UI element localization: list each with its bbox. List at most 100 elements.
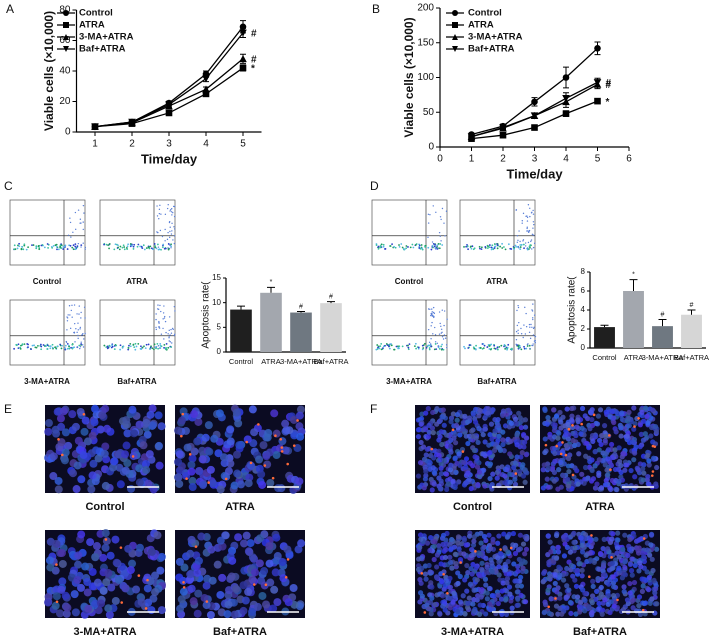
event-dot [155,326,157,329]
nucleus [499,611,505,617]
nucleus [617,458,623,465]
nucleus [619,410,625,416]
event-dot [496,244,499,246]
event-dot [173,305,176,308]
event-dot [170,233,173,235]
event-dot [393,245,396,248]
nucleus [603,477,609,484]
event-dot [134,342,137,345]
point [239,29,247,37]
nucleus [201,433,210,442]
event-dot [507,243,510,246]
event-dot [122,244,125,247]
event-dot [431,308,433,310]
event-dot [427,222,430,224]
nucleus [522,479,528,485]
tunel-dot [544,443,548,447]
nucleus [250,428,259,437]
nucleus [616,554,622,560]
nucleus [244,587,253,596]
event-dot [46,243,49,245]
nucleus [643,600,649,606]
event-dot [513,248,516,250]
event-dot [525,215,527,218]
error-bar [237,305,245,310]
event-dot [488,246,491,248]
event-dot [163,317,166,319]
nucleus [248,575,257,584]
event-dot [531,344,533,347]
tunel-dot [547,605,550,609]
nucleus [522,424,529,430]
nucleus [418,536,424,542]
nucleus [648,433,654,439]
event-dot [446,318,448,320]
nucleus [645,474,651,480]
nucleus [524,535,530,541]
event-dot [20,344,22,347]
y-tick-label: 5 [217,322,222,331]
error-bar [629,279,638,291]
nucleus [640,418,647,424]
nucleus [204,421,213,430]
event-dot [143,248,146,251]
nucleus [74,436,83,445]
nucleus [54,485,63,494]
event-dot [380,342,383,345]
event-dot [500,344,503,347]
nucleus [465,570,471,576]
event-dot [59,245,62,248]
event-dot [390,342,392,345]
event-dot [525,325,528,328]
nucleus [563,594,569,600]
event-dot [78,313,80,315]
annotation: * [270,279,273,286]
nucleus [266,478,275,487]
event-dot [114,243,117,246]
nucleus [518,574,524,580]
nucleus [589,600,595,606]
nucleus [87,485,96,494]
nucleus [194,589,203,598]
nucleus [460,420,467,426]
event-dot [532,334,535,336]
nucleus [647,600,653,606]
nucleus [574,594,581,600]
nucleus [253,602,262,611]
event-dot [169,230,171,233]
nucleus [417,590,424,596]
nucleus [552,580,558,587]
event-dot [80,244,83,247]
nucleus [77,530,86,539]
nucleus [481,533,488,540]
event-dot [63,347,66,350]
tunel-dot [474,550,477,553]
nucleus [237,480,246,489]
nucleus [255,559,264,568]
micrograph-label: 3-MA+ATRA [441,626,504,635]
nucleus [188,476,197,485]
nucleus [432,539,438,545]
event-dot [532,317,534,319]
annotation: # [690,302,694,309]
nucleus [208,576,217,585]
nucleus [101,442,110,451]
tunel-dot [280,446,284,449]
nucleus [226,437,235,446]
event-dot [382,345,385,348]
nucleus [449,565,455,571]
flow-label: 3-MA+ATRA [386,377,432,386]
event-dot [472,346,475,349]
nucleus [490,536,496,542]
nucleus [608,599,614,605]
nucleus [455,540,461,546]
event-dot [113,348,116,351]
event-dot [77,322,79,324]
tunel-dot [188,453,192,456]
nucleus [636,608,642,614]
event-dot [526,247,528,250]
nucleus [88,471,97,480]
nucleus [205,447,214,456]
event-dot [170,346,173,348]
event-dot [531,326,533,328]
